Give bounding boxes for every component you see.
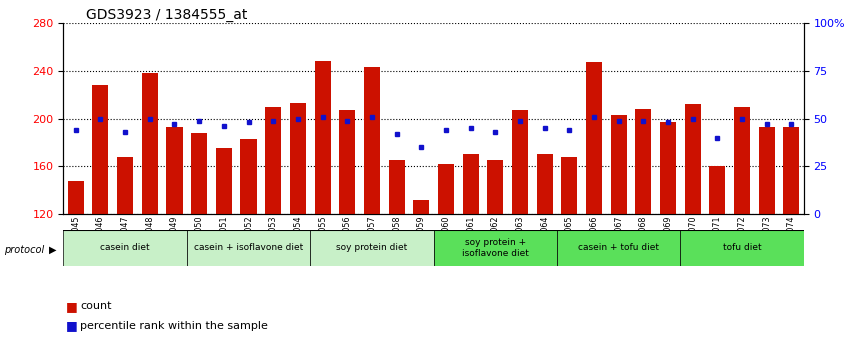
Text: percentile rank within the sample: percentile rank within the sample <box>80 321 268 331</box>
Bar <box>63 230 187 266</box>
Text: protocol: protocol <box>4 245 45 255</box>
Bar <box>557 230 680 266</box>
Bar <box>680 230 804 266</box>
Bar <box>759 127 775 214</box>
Bar <box>187 230 310 266</box>
Bar <box>684 104 700 214</box>
Bar <box>512 110 528 214</box>
Bar <box>68 181 84 214</box>
Bar <box>463 154 479 214</box>
Bar <box>660 122 676 214</box>
Text: ▶: ▶ <box>49 245 57 255</box>
Bar <box>117 157 133 214</box>
Bar <box>265 107 281 214</box>
Bar <box>433 230 557 266</box>
Bar <box>611 115 627 214</box>
Bar <box>240 139 256 214</box>
Text: casein + tofu diet: casein + tofu diet <box>578 243 659 252</box>
Bar <box>339 110 355 214</box>
Text: soy protein diet: soy protein diet <box>336 243 408 252</box>
Bar <box>709 166 725 214</box>
Text: casein diet: casein diet <box>101 243 150 252</box>
Text: ■: ■ <box>66 319 78 332</box>
Bar <box>388 160 404 214</box>
Bar <box>142 73 158 214</box>
Bar <box>586 62 602 214</box>
Bar <box>191 133 207 214</box>
Bar <box>413 200 429 214</box>
Bar <box>734 107 750 214</box>
Bar <box>536 154 552 214</box>
Bar <box>364 67 380 214</box>
Text: casein + isoflavone diet: casein + isoflavone diet <box>194 243 303 252</box>
Bar <box>783 127 799 214</box>
Text: ■: ■ <box>66 300 78 313</box>
Bar <box>315 61 331 214</box>
Bar <box>438 164 454 214</box>
Bar <box>92 85 108 214</box>
Bar <box>561 157 577 214</box>
Bar <box>635 109 651 214</box>
Bar <box>290 103 306 214</box>
Text: tofu diet: tofu diet <box>722 243 761 252</box>
Text: soy protein +
isoflavone diet: soy protein + isoflavone diet <box>462 238 529 257</box>
Bar <box>310 230 433 266</box>
Text: GDS3923 / 1384555_at: GDS3923 / 1384555_at <box>85 8 247 22</box>
Bar <box>487 160 503 214</box>
Text: count: count <box>80 301 112 311</box>
Bar <box>167 127 183 214</box>
Bar <box>216 148 232 214</box>
